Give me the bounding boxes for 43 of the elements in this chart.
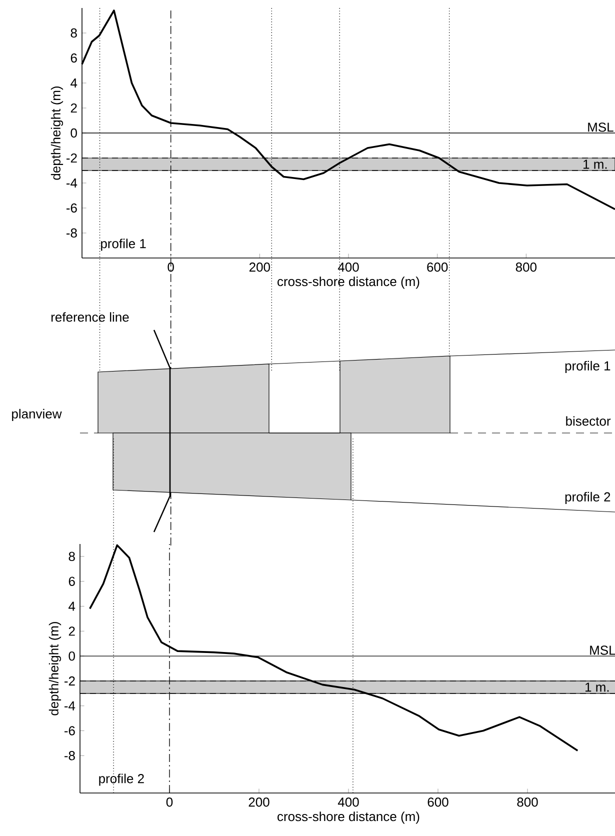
y-tick-label: 4	[68, 602, 76, 611]
annotation: profile 1	[101, 238, 146, 251]
y-tick-label: 0	[68, 651, 75, 661]
x-tick-label: 800	[517, 798, 538, 807]
text: bisector	[566, 416, 611, 426]
y-tick-label: 6	[70, 53, 77, 63]
y-tick-label: 2	[70, 103, 77, 113]
y-tick-label: 6	[68, 576, 75, 586]
y-axis-title: depth/height (m)	[48, 622, 62, 716]
text: reference line	[51, 312, 129, 322]
x-tick-label: 600	[428, 798, 448, 807]
x-tick-label: 200	[249, 262, 270, 272]
annotation: 1 m.	[584, 160, 607, 169]
x-tick-label: 200	[248, 798, 270, 807]
y-tick-label: 8	[68, 552, 75, 562]
text: profile 1	[565, 360, 610, 374]
y-axis-title: depth/height (m)	[50, 86, 64, 180]
y-tick-label: -6	[66, 203, 77, 213]
y-tick-label: -2	[66, 153, 77, 163]
x-tick-label: 600	[427, 262, 448, 272]
x-tick-label: 800	[516, 262, 536, 272]
y-tick-label: -4	[66, 178, 78, 188]
text: profile 2	[565, 492, 610, 504]
x-axis-title: cross-shore distance (m)	[278, 276, 420, 289]
text: planview	[12, 408, 62, 422]
ref-line-label: MSL	[590, 646, 615, 655]
y-tick-label: -4	[64, 701, 76, 710]
y-tick-label: 0	[70, 128, 77, 138]
annotation: 1 m.	[586, 682, 609, 692]
y-tick-label: -8	[64, 751, 75, 760]
y-tick-label: -6	[64, 726, 75, 736]
ref-line-label: MSL	[588, 122, 614, 132]
y-tick-label: -2	[64, 676, 75, 686]
x-tick-label: 400	[338, 798, 359, 807]
x-axis-title: cross-shore distance (m)	[278, 812, 420, 824]
y-tick-label: 8	[70, 28, 77, 38]
x-tick-label: 0	[168, 262, 174, 272]
annotation: profile 2	[99, 774, 144, 786]
x-tick-label: 0	[166, 798, 173, 807]
y-tick-label: 2	[68, 626, 75, 636]
x-tick-label: 400	[338, 262, 359, 272]
y-tick-label: -8	[66, 228, 77, 238]
y-tick-label: 4	[70, 78, 78, 88]
